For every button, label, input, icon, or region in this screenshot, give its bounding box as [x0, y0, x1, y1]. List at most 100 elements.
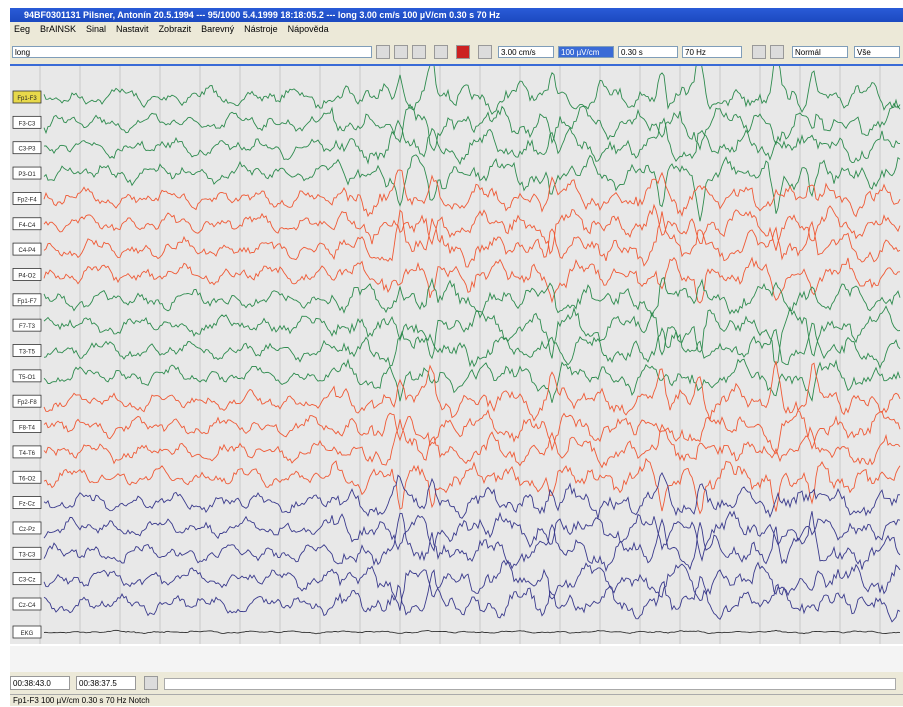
menu-item[interactable]: Eeg	[14, 24, 31, 34]
channel-label: EKG	[21, 631, 34, 637]
trace-area	[10, 66, 903, 644]
channel-label-box[interactable]	[12, 166, 42, 180]
menu-item[interactable]: Nápověda	[287, 24, 329, 34]
menu-item[interactable]: Sinal	[86, 24, 107, 34]
channel-label: C3-Cz	[18, 578, 35, 584]
eeg-trace	[43, 305, 901, 365]
tool-button[interactable]	[412, 45, 426, 59]
tool-button[interactable]	[478, 45, 492, 59]
channel-label-box[interactable]	[12, 420, 42, 433]
menu-item[interactable]: BrAINSK	[40, 24, 77, 34]
eeg-trace	[43, 629, 901, 635]
channel-label-box[interactable]	[12, 546, 42, 560]
channel-label-box[interactable]	[12, 344, 42, 357]
channel-label: C4-P4	[18, 248, 36, 254]
eeg-trace	[43, 209, 901, 268]
channel-label-box[interactable]	[12, 90, 42, 104]
channel-label: Fp1-F3	[17, 96, 37, 102]
eeg-trace	[43, 256, 901, 304]
eeg-trace	[43, 511, 901, 573]
tool-button[interactable]	[752, 45, 766, 59]
record-button[interactable]	[456, 45, 470, 59]
eeg-trace	[43, 471, 901, 519]
channel-label-box[interactable]	[12, 318, 42, 332]
channel-label-box[interactable]	[12, 268, 42, 281]
channel-label-box[interactable]	[12, 192, 42, 205]
eeg-trace	[43, 559, 901, 611]
eeg-trace	[43, 66, 901, 115]
eeg-trace	[43, 360, 901, 422]
channel-label: Fp2-F4	[17, 197, 37, 203]
channel-label: T3-C3	[19, 552, 36, 558]
eeg-trace	[43, 322, 901, 370]
channel-label-box[interactable]	[12, 445, 42, 459]
channel-label: C3-P3	[18, 147, 36, 153]
time-cursor: 00:38:37.5	[76, 676, 136, 690]
channel-label: T6-O2	[18, 476, 36, 482]
channel-label: F4-C4	[19, 223, 36, 229]
time-constant-select[interactable]: 0.30 s	[618, 46, 678, 58]
channel-label: Cz-Pz	[19, 527, 35, 533]
channel-label-box[interactable]	[12, 521, 42, 535]
nav-button[interactable]	[144, 676, 158, 690]
channel-label-box[interactable]	[12, 242, 42, 256]
channel-label: F7-T3	[19, 324, 36, 330]
eeg-trace	[43, 419, 901, 469]
title-bar: 94BF0301131 Pilsner, Antonín 20.5.1994 -…	[10, 8, 903, 22]
channel-label: T3-T5	[19, 350, 36, 356]
channel-label-box[interactable]	[12, 572, 42, 586]
channel-label: Fz-Cz	[19, 502, 35, 508]
eeg-trace	[43, 358, 901, 403]
menu-bar: Eeg BrAINSK Sinal Nastavit Zobrazit Barevný Ná…	[10, 22, 903, 36]
tool-button[interactable]	[434, 45, 448, 59]
time-start: 00:38:43.0	[10, 676, 70, 690]
channel-label: F8-T4	[19, 426, 36, 432]
eeg-trace	[43, 154, 901, 222]
channel-label-box[interactable]	[12, 293, 42, 307]
channel-label-box[interactable]	[12, 394, 42, 408]
eeg-trace	[43, 569, 901, 623]
speed-select[interactable]: 3.00 cm/s	[498, 46, 554, 58]
mode-select[interactable]: Normál	[792, 46, 848, 58]
eeg-trace	[43, 457, 901, 515]
eeg-trace	[43, 117, 901, 166]
channel-label: P4-O2	[18, 273, 36, 279]
channel-label-box[interactable]	[12, 115, 42, 129]
eeg-trace	[43, 203, 901, 255]
eeg-trace	[43, 169, 901, 218]
filter-select[interactable]: 70 Hz	[682, 46, 742, 58]
channel-label-box[interactable]	[12, 597, 42, 611]
scroll-area[interactable]	[10, 646, 903, 672]
tool-button[interactable]	[394, 45, 408, 59]
sensitivity-select[interactable]: 100 µV/cm	[558, 46, 614, 58]
eeg-view: Fp1-F3 F3-C3 C3-P3 P3-O1 Fp2-F4 F4-C4 C4-P4 P4-…	[10, 66, 903, 672]
overview-strip[interactable]	[164, 678, 896, 690]
menu-item[interactable]: Nástroje	[244, 24, 278, 34]
tool-button[interactable]	[376, 45, 390, 59]
toolbar: long 3.00 cm/s 100 µV/cm 0.30 s 70 Hz No…	[10, 36, 903, 66]
channel-label-box[interactable]	[12, 470, 42, 484]
menu-item[interactable]: Barevný	[201, 24, 235, 34]
tool-button[interactable]	[770, 45, 784, 59]
time-bar: 00:38:43.0 00:38:37.5	[10, 672, 903, 694]
channel-label: P3-O1	[18, 172, 36, 178]
menu-item[interactable]: Nastavit	[116, 24, 149, 34]
channel-label: T5-O1	[18, 375, 36, 381]
status-bar: Fp1-F3 100 µV/cm 0.30 s 70 Hz Notch	[10, 694, 903, 706]
menu-item[interactable]: Zobrazit	[158, 24, 192, 34]
montage-select[interactable]: long	[12, 46, 372, 58]
channel-label-box[interactable]	[12, 496, 42, 510]
channel-label: Fp2-F8	[17, 400, 37, 406]
channel-label-box[interactable]	[12, 369, 42, 383]
channel-label-box[interactable]	[12, 217, 42, 231]
range-select[interactable]: Vše	[854, 46, 900, 58]
eeg-trace	[43, 102, 901, 152]
channel-label-box[interactable]	[12, 625, 42, 639]
channel-label: T4-T6	[19, 451, 36, 457]
channel-label: F3-C3	[19, 121, 36, 127]
channel-label-box[interactable]	[12, 141, 42, 155]
eeg-trace	[43, 276, 901, 319]
eeg-trace	[43, 510, 901, 562]
eeg-trace	[43, 409, 901, 455]
